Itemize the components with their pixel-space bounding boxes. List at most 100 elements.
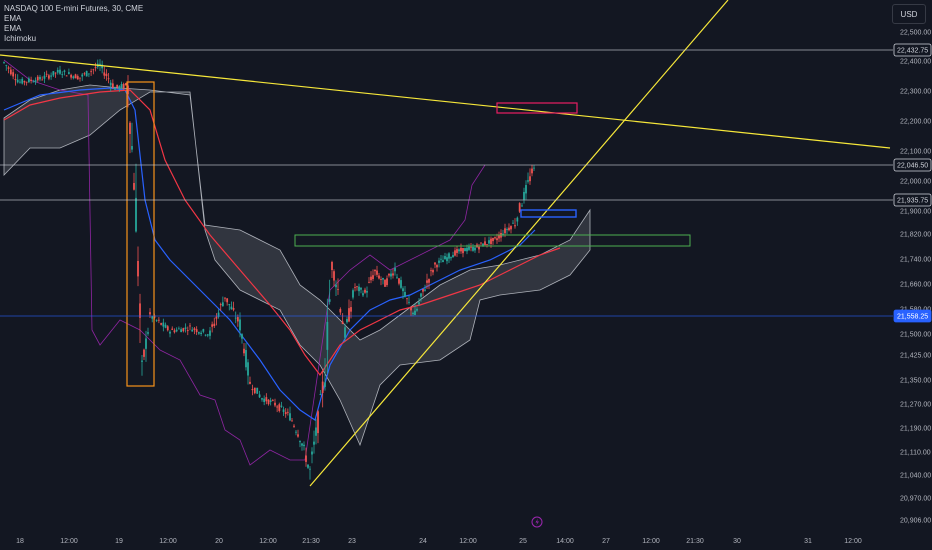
candle [191,326,194,332]
candle-body [356,286,358,288]
candle-body [394,267,396,272]
candle [468,243,470,251]
candle [412,311,414,317]
candle [402,286,404,299]
candle [236,314,239,327]
candle-body [258,394,261,398]
x-tick-label: 12:00 [259,538,277,545]
legend-ema-1[interactable]: EMA [4,14,22,23]
candle [263,395,266,406]
candle [301,442,303,451]
candle-body [143,349,145,357]
candle-body [184,327,187,329]
candle [321,370,324,408]
price-badge-label: 21,935.75 [897,198,928,205]
candle [175,327,178,333]
candle-body [416,309,418,311]
candle [87,73,90,78]
candle [197,331,200,335]
candle [39,74,41,82]
candle-body [480,242,482,244]
candle-body [344,327,346,338]
candle-body [224,297,226,299]
candle [350,301,352,319]
candle-body [358,286,360,292]
candle-body [52,71,55,76]
candle-body [127,85,129,95]
candle-body [164,324,167,328]
y-tick-label: 21,350.00 [900,378,931,385]
candle [274,398,276,408]
candle-body [155,319,158,321]
candle-body [396,276,398,278]
candle [92,68,95,75]
legend-ichimoku[interactable]: Ichimoku [4,34,37,43]
candle-body [339,309,342,313]
candle [527,172,529,184]
candle [299,440,301,448]
candle-body [448,253,450,259]
candle-body [87,73,90,75]
candle-body [468,246,470,250]
candle [309,466,311,480]
candle-body [239,319,241,331]
candle [442,255,444,263]
candle-body [512,222,514,224]
candle-body [278,404,281,411]
candle-body [180,329,183,333]
candle [331,260,333,278]
candle [47,73,50,81]
legend-ema-2[interactable]: EMA [4,24,22,33]
candle-body [133,183,135,190]
currency-button[interactable]: USD [892,4,926,24]
candle [217,309,220,319]
candle-body [253,387,256,394]
candle [311,447,313,464]
candle [19,79,21,84]
candle [247,359,249,385]
candle [226,298,229,306]
candle [282,406,285,417]
candle [145,330,147,362]
candle-body [378,275,380,279]
candle-body [9,69,12,75]
candle-body [182,328,185,332]
candle-body [380,279,382,280]
candle-body [286,411,289,413]
candle-body [149,312,151,315]
candle-body [331,262,333,270]
candle [269,397,272,406]
y-tick-label: 21,820.00 [900,232,931,239]
candle-body [388,273,390,276]
candle-body [350,307,352,312]
candle-body [442,260,444,263]
candle-body [402,288,404,292]
candle [200,330,203,337]
candle [253,387,256,395]
candle [280,401,283,408]
y-tick-label: 22,400.00 [900,59,931,66]
candle-body [274,402,276,406]
candle-body [335,284,337,288]
candle-body [414,310,416,316]
candle [376,265,378,278]
y-tick-label: 21,110.00 [900,450,931,457]
price-badge: 21,558.25 [893,309,932,323]
candle [484,237,486,246]
candle-body [81,74,84,77]
candle-body [398,278,400,284]
event-circle [531,516,543,528]
candle [488,236,490,246]
candle [378,272,380,280]
price-badge-label: 22,046.50 [897,163,928,170]
candle [305,447,307,467]
candle-body [311,451,313,455]
candle [186,326,189,336]
candle [166,325,169,332]
candle [107,73,110,84]
candle [81,72,84,81]
candle-body [107,78,110,80]
candle [436,263,438,272]
